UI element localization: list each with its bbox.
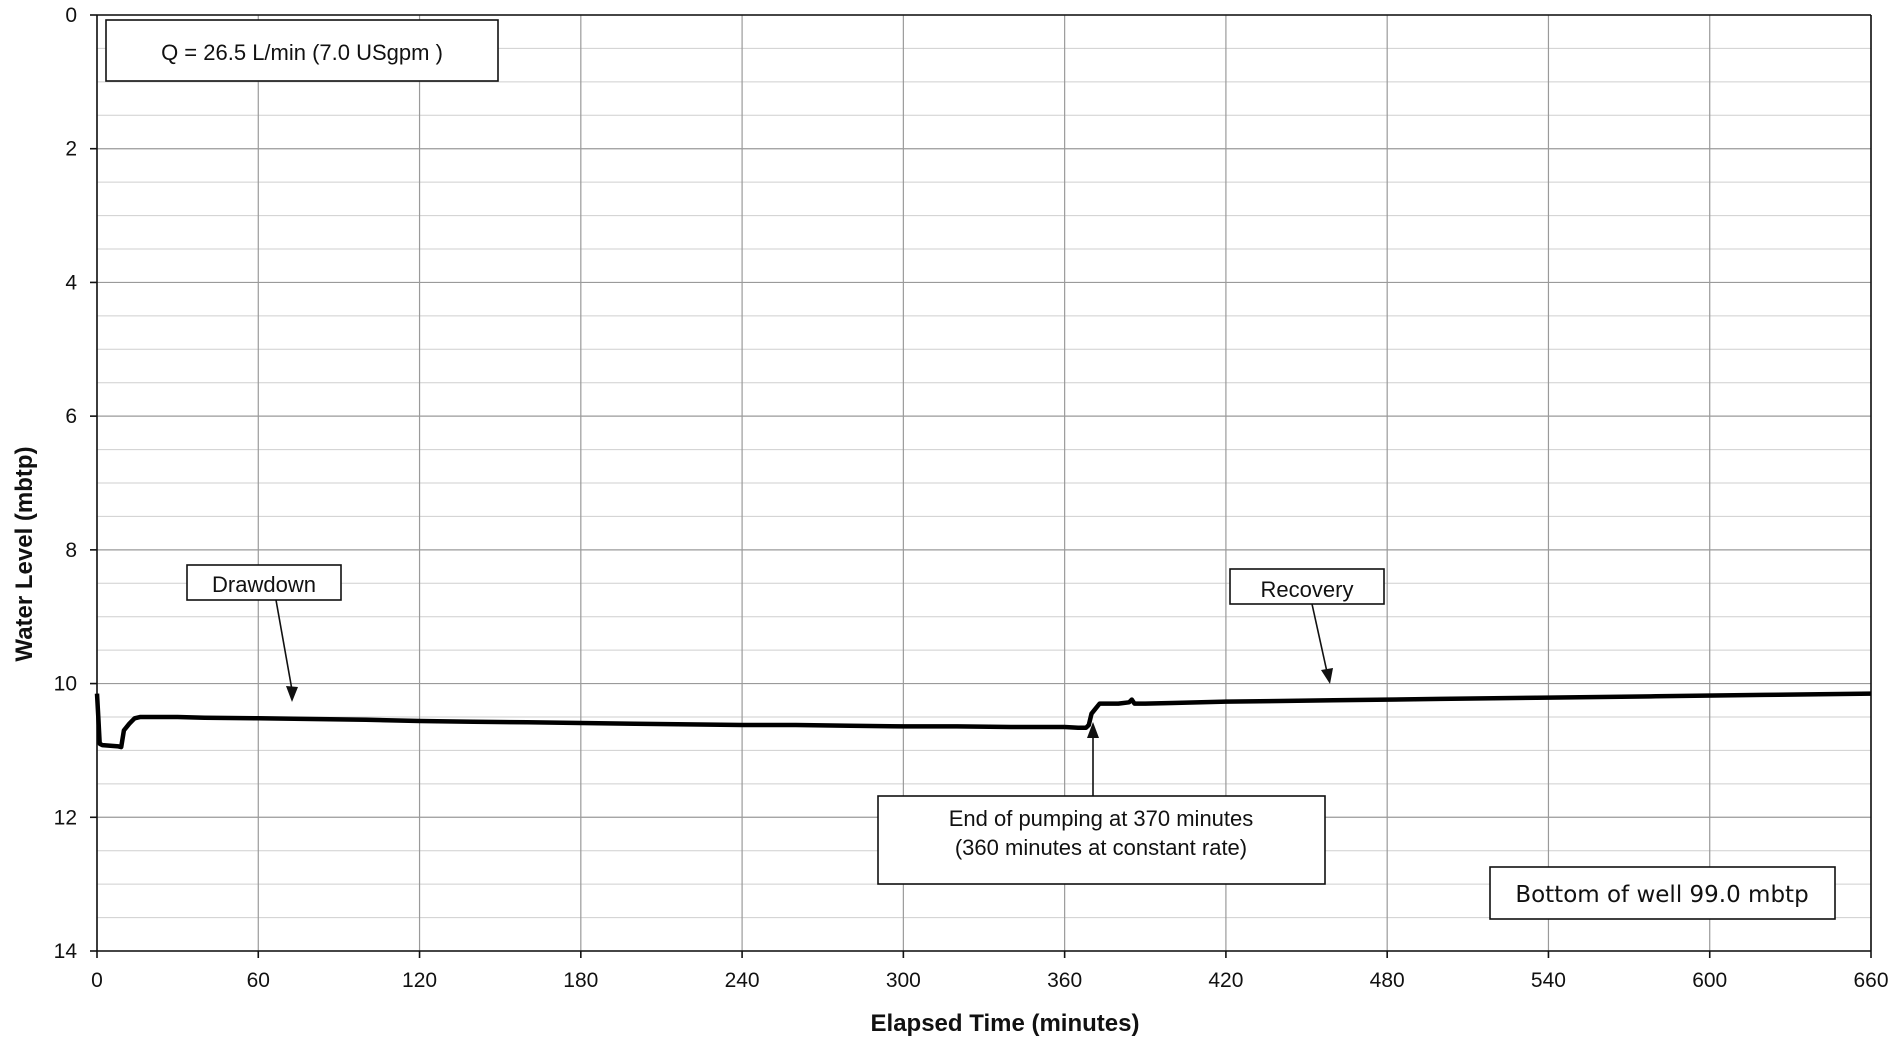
y-tick-label: 2 [65, 138, 77, 161]
x-tick-label: 360 [1047, 969, 1082, 992]
recovery-box [1229, 568, 1385, 605]
flow-rate-box [105, 19, 499, 82]
x-tick-label: 120 [402, 969, 437, 992]
recovery-arrow-line [1311, 603, 1328, 673]
drawdown-arrowhead [286, 686, 298, 702]
x-tick-label: 0 [91, 969, 103, 992]
y-axis-title: Water Level (mbtp) [11, 446, 38, 661]
bottom-of-well-box [1489, 866, 1836, 920]
x-tick-label: 180 [563, 969, 598, 992]
water-level-series-line [94, 691, 1872, 750]
x-tick-label: 60 [247, 969, 270, 992]
axes [96, 14, 1872, 952]
end-pumping-label-line2: (360 minutes at constant rate) [955, 835, 1247, 860]
x-tick-label: 420 [1208, 969, 1243, 992]
x-tick-label: 660 [1853, 969, 1888, 992]
series [94, 691, 1872, 750]
y-tick-label: 0 [65, 4, 77, 27]
tick-labels: 0 60 120 180 240 300 360 420 480 540 600 660 0 2 4 6 8 10… [54, 4, 1889, 992]
y-tick-label: 6 [65, 405, 77, 428]
end-pumping-box [877, 795, 1326, 885]
x-tick-label: 600 [1692, 969, 1727, 992]
y-tick-label: 4 [65, 271, 77, 294]
y-tick-label: 10 [54, 673, 77, 696]
flow-rate-label: Q = 26.5 L/min (7.0 USgpm ) [161, 40, 443, 65]
drawdown-annotation: Drawdown [186, 564, 342, 702]
bottom-of-well-label: Bottom of well 99.0 mbtp [1515, 882, 1808, 908]
drawdown-label: Drawdown [212, 572, 316, 597]
flow-rate-annotation: Q = 26.5 L/min (7.0 USgpm ) [105, 19, 499, 82]
end-pumping-arrowhead [1087, 722, 1099, 738]
recovery-arrowhead [1321, 668, 1333, 684]
x-tick-label: 300 [886, 969, 921, 992]
y-tick-label: 14 [54, 940, 78, 963]
recovery-annotation: Recovery [1229, 568, 1385, 684]
x-tick-label: 540 [1531, 969, 1566, 992]
end-pumping-label-line1: End of pumping at 370 minutes [949, 806, 1254, 831]
end-pumping-annotation: End of pumping at 370 minutes (360 minut… [877, 722, 1326, 885]
bottom-of-well-annotation: Bottom of well 99.0 mbtp [1489, 866, 1836, 920]
drawdown-box [186, 564, 342, 601]
x-tick-label: 240 [725, 969, 760, 992]
y-tick-label: 12 [54, 806, 77, 829]
x-axis-title: Elapsed Time (minutes) [871, 1010, 1140, 1037]
x-tick-label: 480 [1370, 969, 1405, 992]
drawdown-arrow-line [275, 599, 293, 691]
recovery-label: Recovery [1261, 577, 1354, 602]
y-tick-label: 8 [65, 539, 77, 562]
